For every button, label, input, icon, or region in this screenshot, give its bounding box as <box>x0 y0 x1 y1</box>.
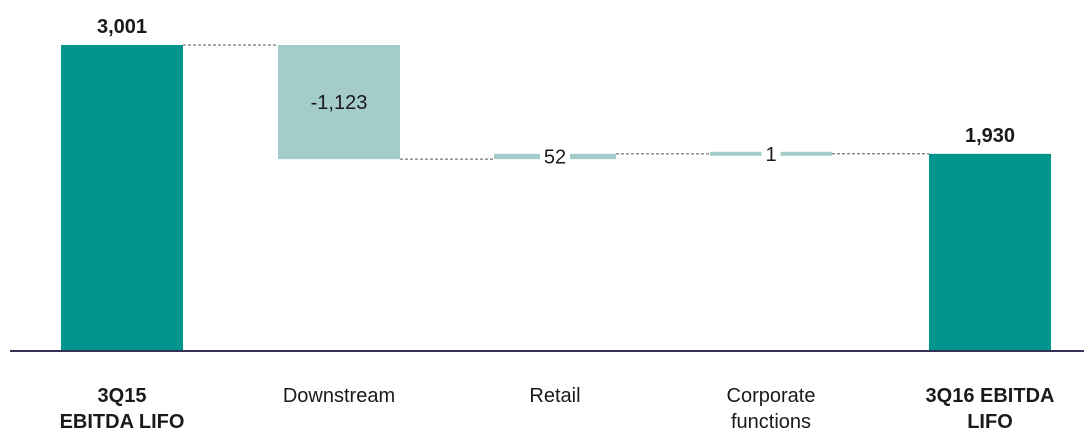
value-label-3q16: 1,930 <box>965 125 1015 147</box>
category-label-3q15: 3Q15 EBITDA LIFO <box>59 385 185 433</box>
value-labels: 3,001 -1,123 52 1 1,930 <box>97 16 1015 168</box>
category-label-downstream: Downstream <box>282 385 396 407</box>
value-label-corporate-functions: 1 <box>765 144 776 166</box>
connector-lines <box>183 44 929 160</box>
bars <box>61 45 1051 350</box>
category-label-3q16: 3Q16 EBITDA LIFO <box>925 385 1055 433</box>
bar-3q15 <box>61 45 183 350</box>
category-label-retail: Retail <box>529 385 581 407</box>
bar-3q16 <box>929 153 1051 350</box>
category-label-corporate-functions: Corporate functions <box>726 385 816 433</box>
value-label-downstream: -1,123 <box>311 92 368 114</box>
value-label-bg-corporate-functions <box>761 145 781 162</box>
value-label-retail: 52 <box>544 146 566 168</box>
value-label-3q15: 3,001 <box>97 16 147 38</box>
bar-downstream <box>278 45 400 160</box>
value-label-bg-retail <box>540 147 570 166</box>
